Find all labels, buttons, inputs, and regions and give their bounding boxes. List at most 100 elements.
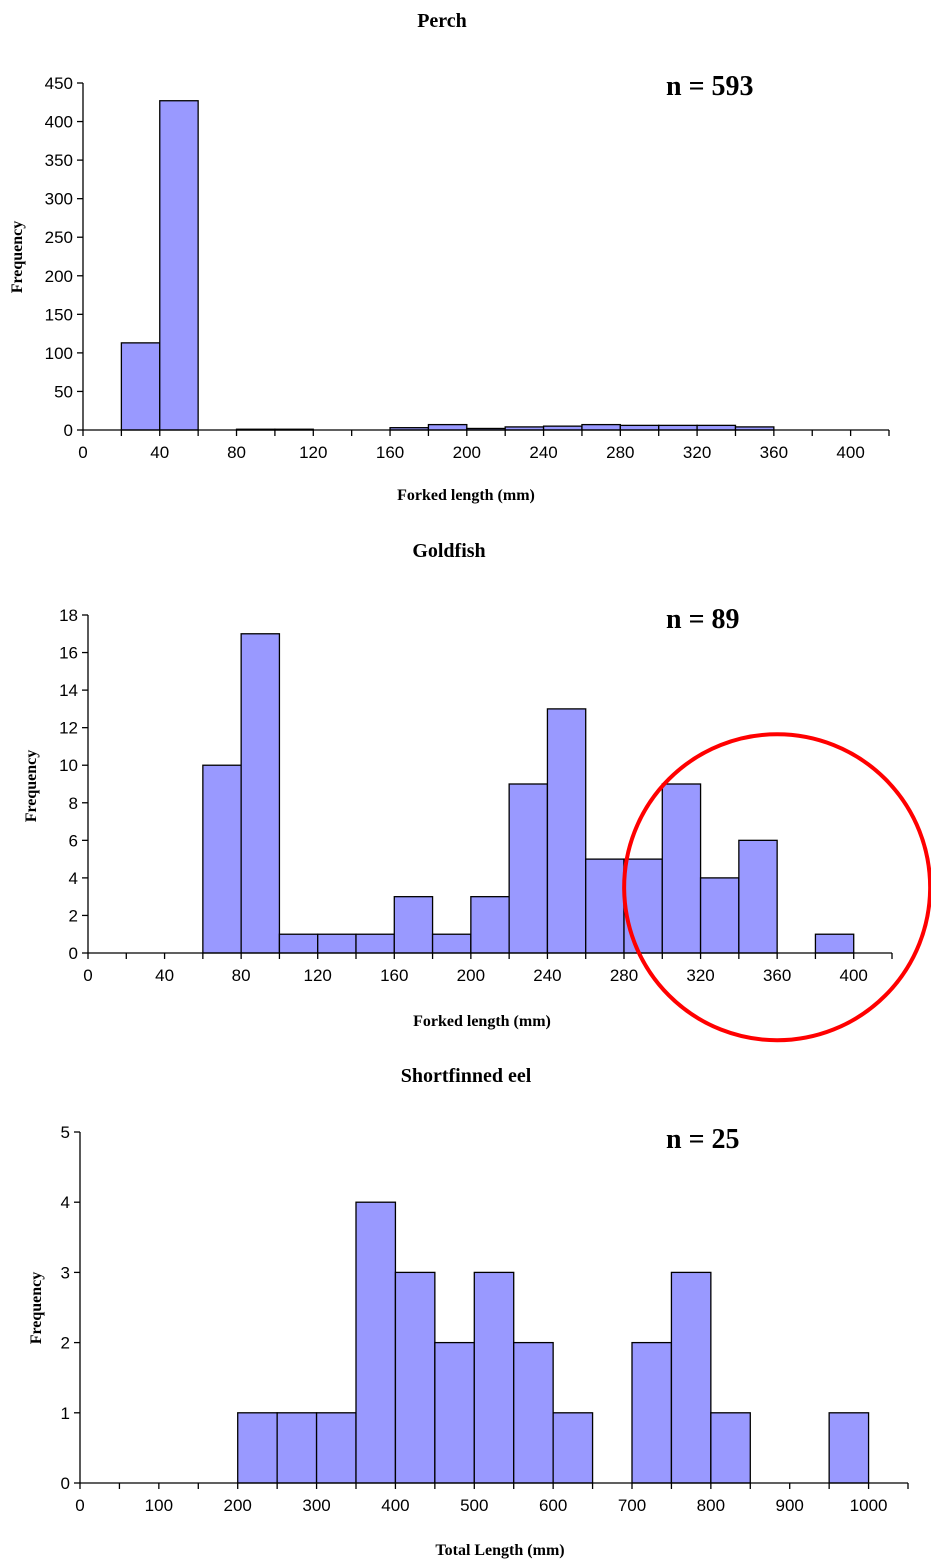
x-axis-label: Forked length (mm) <box>413 1013 551 1030</box>
y-tick-label: 3 <box>61 1263 70 1282</box>
x-tick-label: 600 <box>539 1496 567 1515</box>
x-axis-label: Forked length (mm) <box>397 487 535 504</box>
histogram-bar <box>661 783 702 954</box>
x-tick-label: 0 <box>83 966 92 985</box>
histogram-bar <box>434 1341 475 1484</box>
y-tick-label: 6 <box>69 831 78 850</box>
histogram-bar <box>546 708 587 954</box>
x-tick-label: 400 <box>840 966 868 985</box>
x-tick-label: 120 <box>299 443 327 462</box>
chart-title: Shortfinned eel <box>401 1065 532 1087</box>
histogram-bar <box>159 100 199 431</box>
bars <box>202 633 855 954</box>
y-tick-label: 450 <box>45 74 73 93</box>
histogram-bar <box>696 424 737 431</box>
histogram-bar <box>317 933 357 954</box>
bars <box>237 1201 870 1484</box>
histogram-bar <box>427 423 468 431</box>
x-tick-label: 80 <box>232 966 251 985</box>
x-tick-label: 320 <box>686 966 714 985</box>
histogram-bar <box>315 1412 357 1484</box>
histogram-bar <box>699 877 740 954</box>
x-tick-label: 360 <box>760 443 788 462</box>
histogram-bar <box>393 896 434 954</box>
sample-size-label: n = 25 <box>666 1124 740 1155</box>
perch-histogram: Perch n = 593 Forked length (mm) Frequen… <box>9 10 890 504</box>
x-tick-label: 120 <box>304 966 332 985</box>
histogram-bar <box>470 896 510 954</box>
histogram-bar <box>473 1271 515 1484</box>
y-tick-label: 400 <box>45 113 73 132</box>
x-axis-label: Total Length (mm) <box>435 1542 564 1559</box>
histogram-bar <box>670 1271 712 1484</box>
sample-size-label: n = 89 <box>666 604 740 635</box>
x-tick-label: 360 <box>763 966 791 985</box>
y-tick-label: 14 <box>59 681 78 700</box>
y-tick-label: 0 <box>64 421 73 440</box>
histogram-bar <box>355 933 395 954</box>
histogram-bar <box>202 764 242 954</box>
y-tick-label: 2 <box>69 906 78 925</box>
histogram-bar <box>552 1412 594 1484</box>
histogram-bar <box>431 933 472 954</box>
x-tick-label: 900 <box>776 1496 804 1515</box>
goldfish-histogram: Goldfish n = 89 Forked length (mm) Frequ… <box>23 540 931 1043</box>
y-tick-label: 250 <box>45 228 73 247</box>
x-tick-label: 320 <box>683 443 711 462</box>
y-tick-label: 0 <box>69 944 78 963</box>
y-tick-label: 0 <box>61 1474 70 1493</box>
x-tick-label: 500 <box>460 1496 488 1515</box>
y-tick-label: 4 <box>61 1193 70 1212</box>
x-tick-label: 200 <box>224 1496 252 1515</box>
histogram-bar <box>355 1201 397 1484</box>
histogram-bar <box>623 858 663 954</box>
y-axis-label: Frequency <box>9 221 26 294</box>
histogram-bar <box>619 424 660 431</box>
x-tick-label: 0 <box>78 443 87 462</box>
y-tick-label: 4 <box>69 869 78 888</box>
x-tick-label: 160 <box>380 966 408 985</box>
histogram-bar <box>658 424 698 431</box>
highlight-circle <box>622 732 931 1043</box>
histogram-bar <box>581 423 621 431</box>
y-tick-label: 16 <box>59 644 78 663</box>
chart-title: Goldfish <box>412 540 485 562</box>
bars <box>120 100 775 431</box>
y-tick-label: 10 <box>59 756 78 775</box>
x-tick-label: 280 <box>610 966 638 985</box>
histogram-bar <box>276 1412 318 1484</box>
histogram-bar <box>710 1412 751 1484</box>
x-tick-label: 240 <box>529 443 557 462</box>
histogram-bar <box>508 783 549 954</box>
histogram-bar <box>631 1341 673 1484</box>
histogram-bar <box>278 933 319 954</box>
y-axis-label: Frequency <box>28 1272 45 1345</box>
histogram-bar <box>394 1271 436 1484</box>
y-tick-label: 100 <box>45 344 73 363</box>
histogram-bar <box>237 1412 278 1484</box>
y-tick-label: 12 <box>59 719 78 738</box>
x-tick-label: 400 <box>381 1496 409 1515</box>
x-tick-label: 800 <box>697 1496 725 1515</box>
x-tick-label: 100 <box>145 1496 173 1515</box>
x-tick-label: 40 <box>155 966 174 985</box>
y-tick-label: 50 <box>54 382 73 401</box>
y-tick-label: 150 <box>45 305 73 324</box>
histogram-bar <box>585 858 625 954</box>
y-tick-label: 300 <box>45 190 73 209</box>
histogram-bar <box>240 633 281 954</box>
histogram-bar <box>738 839 778 954</box>
y-tick-label: 350 <box>45 151 73 170</box>
y-tick-label: 5 <box>61 1123 70 1142</box>
x-tick-label: 1000 <box>850 1496 888 1515</box>
x-tick-label: 300 <box>302 1496 330 1515</box>
y-tick-label: 8 <box>69 794 78 813</box>
x-tick-label: 80 <box>227 443 246 462</box>
y-tick-label: 18 <box>59 606 78 625</box>
y-axis-label: Frequency <box>23 750 40 823</box>
sample-size-label: n = 593 <box>666 71 754 102</box>
x-tick-label: 200 <box>457 966 485 985</box>
x-tick-label: 280 <box>606 443 634 462</box>
x-tick-label: 700 <box>618 1496 646 1515</box>
